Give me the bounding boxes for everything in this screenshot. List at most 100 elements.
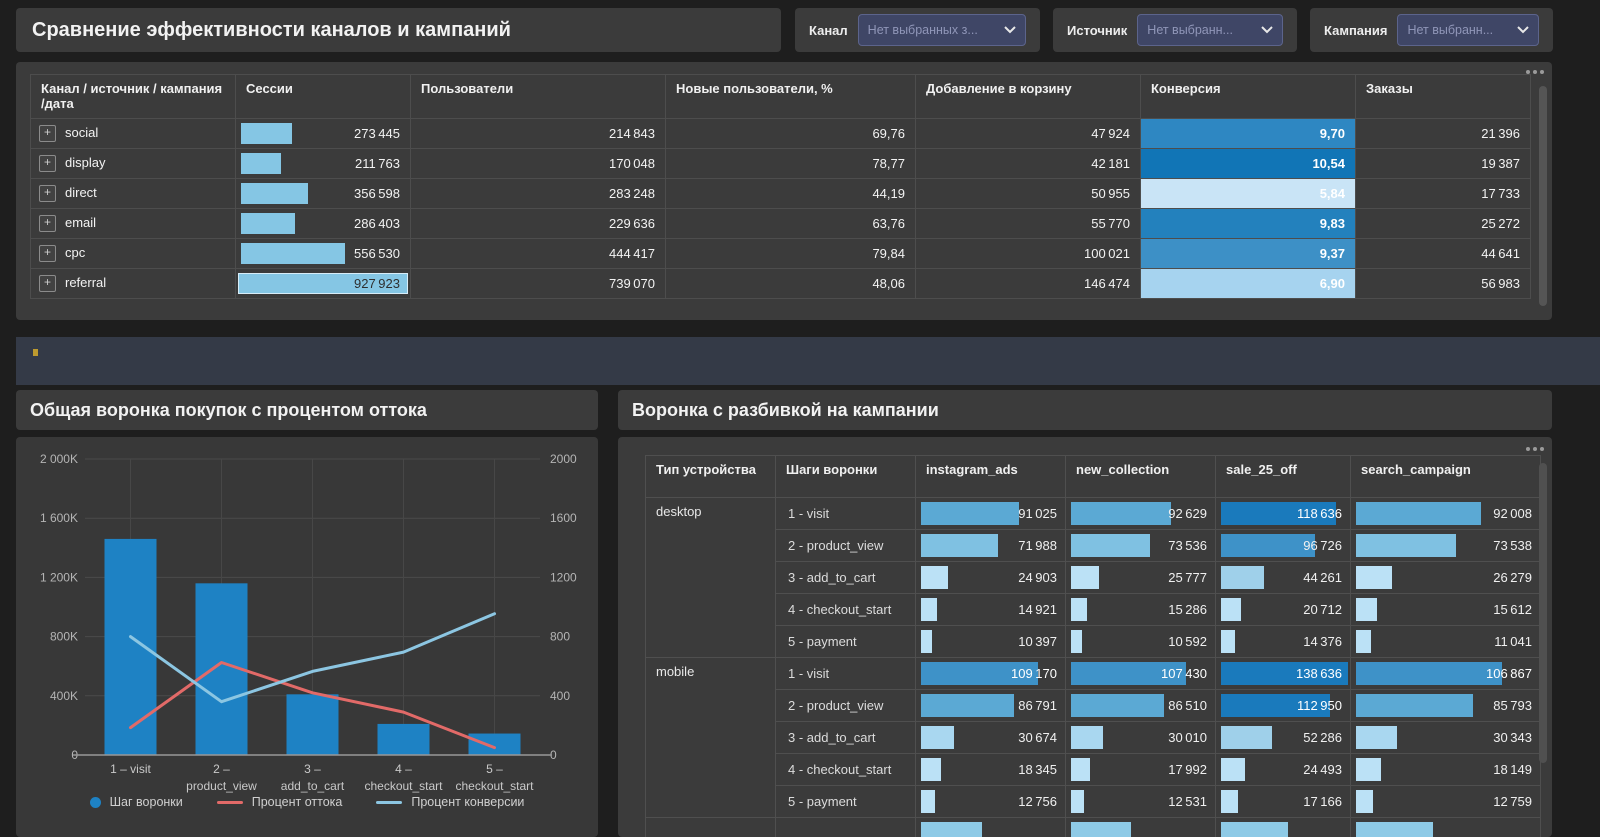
page-title-panel: Сравнение эффективности каналов и кампан… <box>16 8 781 52</box>
column-header[interactable]: new_collection <box>1065 455 1216 498</box>
column-header[interactable]: Канал / источник / кампания /дата <box>30 74 236 119</box>
metric-value: 18 345 <box>1018 762 1057 777</box>
metric-value: 17 992 <box>1168 762 1207 777</box>
expand-button[interactable]: + <box>39 275 56 293</box>
step-cell: 5 - payment <box>775 625 916 658</box>
add-to-cart-cell: 42 181 <box>915 148 1141 179</box>
column-header[interactable]: Пользователи <box>410 74 666 119</box>
channel-label: display <box>65 154 106 170</box>
metric-value: 112 950 <box>1296 698 1342 713</box>
metric-bar <box>1356 694 1473 717</box>
metric-bar <box>921 534 999 557</box>
users-cell: 170 048 <box>410 148 666 179</box>
filter-channel-label: Канал <box>809 22 848 38</box>
metric-value: 71 988 <box>1018 538 1057 553</box>
legend-item[interactable]: Процент оттока <box>216 795 342 809</box>
metric-value: 25 777 <box>1168 570 1207 585</box>
metric-cell: 25 777 <box>1065 561 1216 594</box>
metric-cell: 18 149 <box>1350 753 1541 786</box>
channel-row: + display 211 763 170 048 78,77 42 181 10,54 19… <box>30 148 1531 179</box>
metric-value: 15 286 <box>1168 602 1207 617</box>
metric-value: 17 166 <box>1303 794 1342 809</box>
orders-cell: 25 272 <box>1355 208 1531 239</box>
column-header[interactable]: Новые пользователи, % <box>665 74 916 119</box>
channel-cell: + email <box>30 208 236 239</box>
orders-cell: 17 733 <box>1355 178 1531 209</box>
svg-text:400: 400 <box>550 689 570 703</box>
column-header[interactable]: Конверсия <box>1140 74 1356 119</box>
conversion-cell: 6,90 <box>1140 268 1356 299</box>
metric-bar <box>1356 598 1378 621</box>
expand-button[interactable]: + <box>39 125 56 143</box>
filter-source-select[interactable]: Нет выбранн... <box>1137 14 1283 46</box>
legend-item[interactable]: Шаг воронки <box>89 795 183 809</box>
metric-bar <box>1356 534 1457 557</box>
table-scrollbar[interactable] <box>1539 463 1547 763</box>
expand-button[interactable]: + <box>39 215 56 233</box>
filter-campaign-select[interactable]: Нет выбранн... <box>1397 14 1539 46</box>
expand-button[interactable]: + <box>39 245 56 263</box>
new-users-pct-cell: 69,76 <box>665 118 916 149</box>
metric-value: 118 636 <box>1296 506 1342 521</box>
users-cell: 229 636 <box>410 208 666 239</box>
expand-button[interactable]: + <box>39 155 56 173</box>
metric-cell: 15 612 <box>1350 593 1541 626</box>
step-cell: 4 - checkout_start <box>775 593 916 626</box>
expand-button[interactable]: + <box>39 185 56 203</box>
metric-bar <box>1221 726 1272 749</box>
channel-row: + cpc 556 530 444 417 79,84 100 021 9,37 44 641 <box>30 238 1531 269</box>
metric-value: 14 921 <box>1018 602 1057 617</box>
column-header[interactable]: Сессии <box>235 74 411 119</box>
sessions-value: 211 763 <box>354 156 400 171</box>
more-menu-icon[interactable] <box>1526 70 1544 74</box>
metric-bar <box>1221 534 1315 557</box>
metric-cell: 106 867 <box>1350 657 1541 690</box>
metric-cell: 30 343 <box>1350 721 1541 754</box>
chevron-down-icon <box>1004 26 1016 34</box>
metric-value: 73 538 <box>1493 538 1532 553</box>
column-header[interactable]: Шаги воронки <box>775 455 916 498</box>
chevron-down-icon <box>1261 26 1273 34</box>
metric-cell <box>1350 817 1541 837</box>
metric-value: 10 592 <box>1168 634 1207 649</box>
column-header[interactable]: Добавление в корзину <box>915 74 1141 119</box>
metric-bar <box>1356 566 1392 589</box>
channel-row: + direct 356 598 283 248 44,19 50 955 5,84 17 7… <box>30 178 1531 209</box>
metric-cell: 91 025 <box>915 497 1066 530</box>
column-header[interactable]: sale_25_off <box>1215 455 1351 498</box>
metric-value: 12 531 <box>1168 794 1207 809</box>
notice-dot-icon <box>33 349 38 356</box>
filter-channel-select[interactable]: Нет выбранных з... <box>857 14 1026 46</box>
metric-bar <box>1356 502 1482 525</box>
metric-cell: 30 010 <box>1065 721 1216 754</box>
metric-bar <box>1221 566 1264 589</box>
metric-bar <box>1221 822 1288 837</box>
channel-label: referral <box>65 274 107 290</box>
funnel-row: 5 - payment 10 397 10 592 14 376 11 041 <box>646 625 1541 658</box>
metric-cell: 17 992 <box>1065 753 1216 786</box>
more-menu-icon[interactable] <box>1526 447 1544 451</box>
column-header[interactable]: Тип устройства <box>645 455 776 498</box>
sessions-cell: 211 763 <box>235 148 411 179</box>
metric-value: 18 149 <box>1493 762 1532 777</box>
filter-campaign: Кампания Нет выбранн... <box>1310 8 1553 52</box>
table-scrollbar[interactable] <box>1539 86 1547 306</box>
metric-bar <box>1356 822 1434 837</box>
funnel-chart-title: Общая воронка покупок с процентом оттока <box>30 399 427 420</box>
legend-item[interactable]: Процент конверсии <box>376 795 524 809</box>
metric-value: 96 726 <box>1303 538 1342 553</box>
svg-text:2 000K: 2 000K <box>40 452 78 466</box>
channel-row: + social 273 445 214 843 69,76 47 924 9,70 21 3… <box>30 118 1531 149</box>
metric-cell: 73 538 <box>1350 529 1541 562</box>
conversion-value: 9,83 <box>1319 216 1345 231</box>
sessions-bar <box>241 243 346 264</box>
metric-cell: 10 592 <box>1065 625 1216 658</box>
sessions-bar <box>238 273 408 294</box>
filter-campaign-label: Кампания <box>1324 22 1388 38</box>
column-header[interactable]: search_campaign <box>1350 455 1541 498</box>
channel-cell: + direct <box>30 178 236 209</box>
metric-bar <box>921 662 1039 685</box>
column-header[interactable]: Заказы <box>1355 74 1531 119</box>
orders-cell: 19 387 <box>1355 148 1531 179</box>
column-header[interactable]: instagram_ads <box>915 455 1066 498</box>
